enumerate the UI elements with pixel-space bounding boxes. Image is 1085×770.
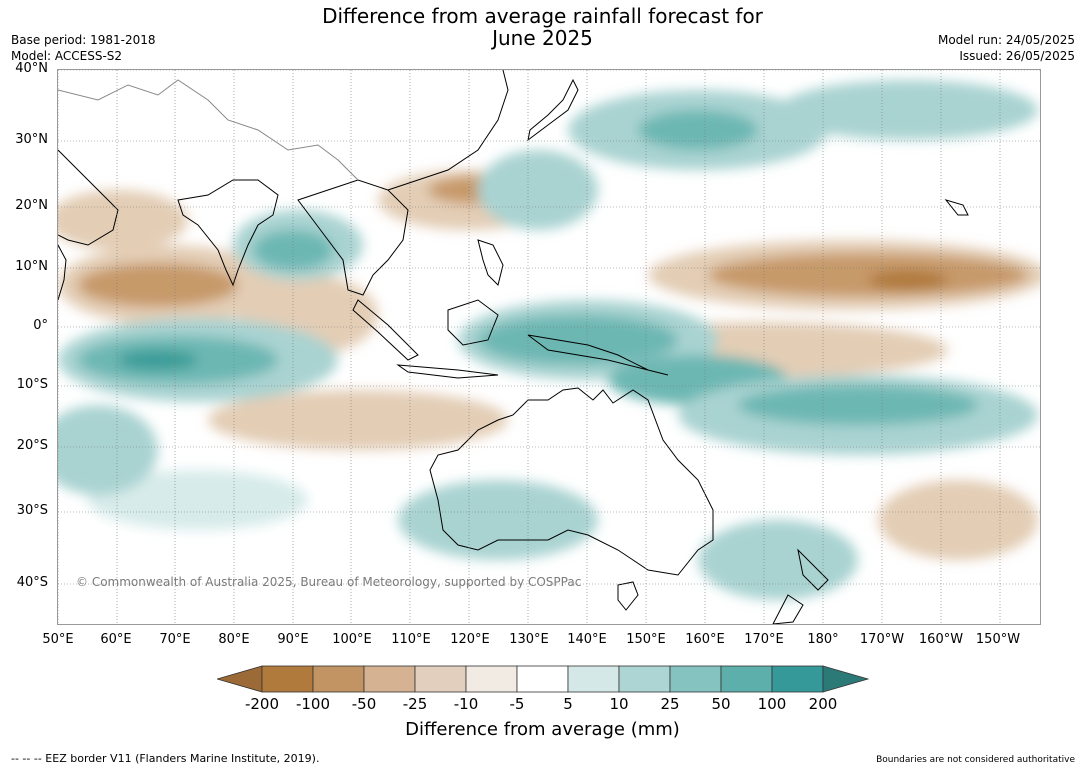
colorbar-label: 10 <box>609 695 629 713</box>
colorbar-arrow-low <box>215 665 263 693</box>
colorbar-label: 50 <box>711 695 731 713</box>
chart-title: Difference from average rainfall forecas… <box>0 5 1085 49</box>
philippines-outline <box>477 239 504 286</box>
colorbar-title: Difference from average (mm) <box>405 719 680 740</box>
colorbar-swatch <box>771 665 824 693</box>
borneo-outline <box>447 299 499 346</box>
lat-label-30n: 30°N <box>15 132 48 147</box>
lon-label-70e: 70°E <box>159 632 191 647</box>
colorbar-label: 100 <box>757 695 787 713</box>
china-coast-outline <box>387 70 509 191</box>
colorbar-swatches <box>215 665 870 693</box>
boundaries-disclaimer: Boundaries are not considered authoritat… <box>876 755 1075 765</box>
lon-label-80e: 80°E <box>218 632 250 647</box>
japan-outline <box>527 78 579 142</box>
arabia-outline <box>58 149 119 246</box>
colorbar-label: -10 <box>453 695 479 713</box>
colorbar-swatch <box>720 665 773 693</box>
lat-label-0: 0° <box>33 318 48 333</box>
eez-footnote: -- -- -- EEZ border V11 (Flanders Marine… <box>11 752 320 765</box>
lon-label-110e: 110°E <box>391 632 431 647</box>
india-outline <box>177 179 279 287</box>
model-run-text: Model run: 24/05/2025 <box>937 33 1075 47</box>
colorbar-label: -200 <box>244 695 280 713</box>
colorbar-swatch <box>567 665 620 693</box>
issued-text: Issued: 26/05/2025 <box>959 49 1075 63</box>
lat-label-10n: 10°N <box>15 259 48 274</box>
sumatra-outline <box>352 299 419 361</box>
lat-label-20s: 20°S <box>16 438 48 453</box>
new-guinea-outline <box>527 334 669 376</box>
base-period-text: Base period: 1981-2018 <box>11 33 156 47</box>
lon-label-100e: 100°E <box>332 632 372 647</box>
chart-title-line1: Difference from average rainfall forecas… <box>322 4 763 28</box>
tasmania-outline <box>617 581 639 611</box>
colorbar-swatch <box>465 665 518 693</box>
copyright-text: © Commonwealth of Australia 2025, Bureau… <box>76 575 582 589</box>
colorbar-label: -50 <box>351 695 377 713</box>
meta-right: Model run: 24/05/2025 Issued: 26/05/2025 <box>938 32 1075 64</box>
lat-label-40n: 40°N <box>15 61 48 76</box>
colorbar-label: 5 <box>563 695 573 713</box>
chart-title-line2: June 2025 <box>492 26 593 50</box>
hawaii-outline <box>944 199 969 216</box>
lon-label-180: 180° <box>807 632 839 647</box>
lat-label-10s: 10°S <box>16 377 48 392</box>
africa-outline <box>58 244 67 301</box>
colorbar-swatch <box>261 665 314 693</box>
lon-label-160e: 160°E <box>685 632 725 647</box>
lon-label-150w: 150°W <box>975 632 1021 647</box>
australia-outline <box>429 387 714 576</box>
colorbar-label: 200 <box>808 695 838 713</box>
colorbar-label: 25 <box>660 695 680 713</box>
lon-label-150e: 150°E <box>626 632 666 647</box>
colorbar-swatch <box>516 665 569 693</box>
colorbar <box>215 664 870 698</box>
lon-label-170w: 170°W <box>859 632 905 647</box>
graticule <box>58 70 1040 624</box>
lon-label-130e: 130°E <box>509 632 549 647</box>
lon-label-90e: 90°E <box>277 632 309 647</box>
indochina-outline <box>297 179 409 296</box>
lon-label-170e: 170°E <box>744 632 784 647</box>
model-text: Model: ACCESS-S2 <box>11 49 123 63</box>
colorbar-swatch <box>312 665 365 693</box>
lon-label-60e: 60°E <box>100 632 132 647</box>
meta-left: Base period: 1981-2018 Model: ACCESS-S2 <box>11 32 156 64</box>
lat-label-30s: 30°S <box>16 503 48 518</box>
lon-label-140e: 140°E <box>567 632 607 647</box>
new-zealand-outline <box>772 548 829 624</box>
colorbar-label: -25 <box>402 695 428 713</box>
lon-label-160w: 160°W <box>918 632 964 647</box>
central-asia-borders <box>58 79 359 181</box>
anomaly-fields <box>58 80 1040 600</box>
colorbar-label: -100 <box>295 695 331 713</box>
colorbar-swatch <box>414 665 467 693</box>
map-canvas <box>58 70 1040 624</box>
colorbar-arrow-high <box>822 665 870 693</box>
colorbar-label: -5 <box>509 695 525 713</box>
java-outline <box>396 364 499 379</box>
colorbar-swatch <box>669 665 722 693</box>
colorbar-swatch <box>363 665 416 693</box>
rainfall-map <box>57 69 1041 625</box>
lat-label-40s: 40°S <box>16 575 48 590</box>
lon-label-50e: 50°E <box>42 632 74 647</box>
colorbar-swatch <box>618 665 671 693</box>
lon-label-120e: 120°E <box>450 632 490 647</box>
lat-label-20n: 20°N <box>15 198 48 213</box>
